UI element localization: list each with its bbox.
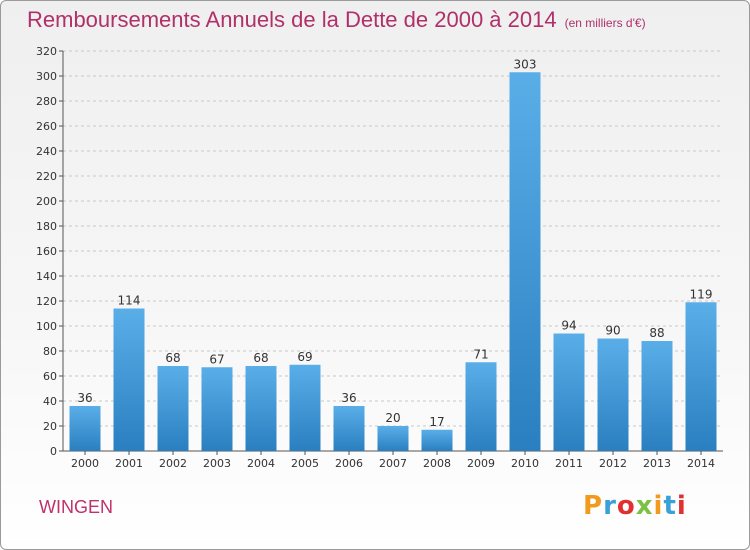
bar-2009 [465,362,497,451]
x-tick-label: 2012 [599,457,627,470]
data-label: 94 [561,319,576,333]
data-label: 69 [297,350,312,364]
y-tick-label: 40 [43,395,57,408]
x-tick-label: 2009 [467,457,495,470]
y-tick-label: 180 [36,220,57,233]
y-tick-label: 60 [43,370,57,383]
data-label: 68 [253,351,268,365]
y-tick-label: 80 [43,345,57,358]
logo-letter: P [583,491,604,521]
data-label: 114 [118,294,141,308]
data-label: 17 [429,415,444,429]
bar-2003 [201,367,233,451]
x-tick-label: 2010 [511,457,539,470]
y-tick-label: 220 [36,170,57,183]
bar-2004 [245,366,277,451]
logo-letter: o [616,491,636,521]
bar-2000 [69,406,101,451]
y-tick-label: 280 [36,95,57,108]
x-tick-label: 2002 [159,457,187,470]
bar-2013 [641,341,673,451]
logo-letter: i [676,491,687,521]
y-tick-label: 200 [36,195,57,208]
commune-name: WINGEN [39,497,113,517]
x-tick-label: 2013 [643,457,671,470]
chart-title-text: Remboursements Annuels de la Dette de 20… [27,7,557,32]
logo-wordmark: Proxiti [583,491,687,521]
logo-letter: t [663,491,677,521]
bar-2008 [421,429,453,451]
x-tick-label: 2011 [555,457,583,470]
data-label: 90 [605,324,620,338]
data-label: 88 [649,326,664,340]
data-label: 68 [165,351,180,365]
x-tick-label: 2007 [379,457,407,470]
y-tick-label: 100 [36,320,57,333]
bar-2012 [597,338,629,451]
bar-2007 [377,426,409,451]
y-tick-label: 160 [36,245,57,258]
bar-2005 [289,364,321,451]
bars [69,72,717,451]
bar-2006 [333,406,365,451]
proxiti-logo: Proxiti [583,491,687,521]
y-tick-label: 260 [36,120,57,133]
y-tick-label: 0 [50,445,57,458]
x-tick-label: 2014 [687,457,715,470]
x-tick-label: 2000 [71,457,99,470]
logo-letter: r [603,491,617,521]
y-tick-label: 120 [36,295,57,308]
x-tick-label: 2005 [291,457,319,470]
y-tick-label: 140 [36,270,57,283]
data-labels: 36 114 68 67 68 69 36 20 17 71 303 94 90 88 119 [77,57,712,429]
data-label: 36 [77,391,92,405]
data-label: 67 [209,352,224,366]
x-tick-label: 2003 [203,457,231,470]
data-label: 36 [341,391,356,405]
x-tick-label: 2004 [247,457,275,470]
bar-2010 [509,72,541,451]
chart-unit-note: (en milliers d'€) [564,16,646,30]
logo-letter: x [635,491,654,521]
x-tick-label: 2001 [115,457,143,470]
bar-2002 [157,366,189,451]
bar-2011 [553,333,585,451]
y-tick-label: 240 [36,145,57,158]
data-label: 20 [385,411,400,425]
y-tick-label: 300 [36,70,57,83]
y-tick-label: 20 [43,420,57,433]
bar-2001 [113,308,145,451]
x-tick-label: 2008 [423,457,451,470]
x-tick-label: 2006 [335,457,363,470]
chart-title: Remboursements Annuels de la Dette de 20… [27,7,646,33]
y-tick-label: 320 [36,45,57,58]
logo-letter: i [653,491,664,521]
bar-2014 [685,302,717,451]
data-label: 119 [690,287,713,301]
data-label: 71 [473,347,488,361]
data-label: 303 [514,57,537,71]
